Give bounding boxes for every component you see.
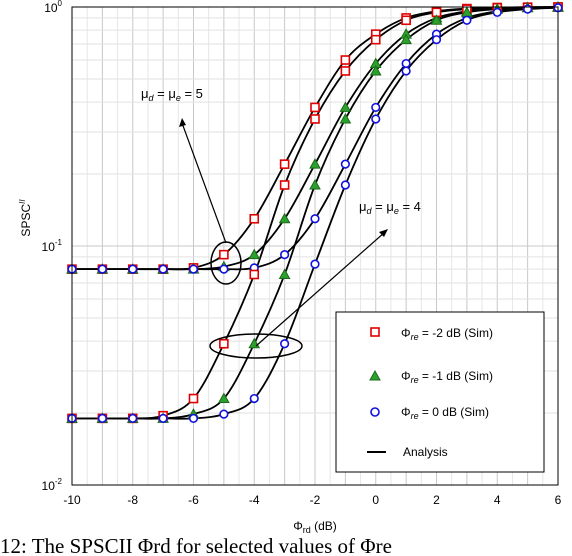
marker-square [370, 34, 381, 45]
marker-circle [401, 66, 411, 76]
arrow-line-mu-5 [181, 122, 227, 244]
y-tick-label: 100 [44, 0, 62, 15]
legend-label-analysis: Analysis [403, 445, 448, 459]
spsc-chart: -10 -8 -6 -4 -2 0 2 4 6 100 10-1 10-2 Φrd (dB) SPSC… [18, 0, 564, 535]
marker-circle [280, 339, 290, 349]
y-tick-label: 10-2 [42, 477, 63, 493]
marker-square [401, 15, 411, 26]
y-tick-label: 10-1 [42, 238, 63, 254]
marker-circle [340, 159, 350, 169]
marker-square [249, 213, 260, 224]
x-tick-label: -2 [310, 493, 321, 507]
marker-triangle [400, 33, 412, 45]
marker-triangle [430, 14, 443, 25]
axis-ticks: -10 -8 -6 -4 -2 0 2 4 6 100 10-1 10-2 [42, 0, 562, 507]
analysis-curve [72, 6, 559, 420]
marker-circle [340, 180, 350, 190]
x-tick-label: 0 [372, 493, 379, 507]
marker-triangle [339, 101, 352, 112]
legend-label-0: Φre = 0 dB (Sim) [401, 405, 489, 421]
arrow-head-mu-4 [379, 229, 388, 237]
marker-circle [249, 393, 259, 404]
legend-square-icon [370, 327, 380, 337]
legend-label-2: Φre = -2 dB (Sim) [401, 326, 493, 342]
marker-triangle [309, 158, 321, 169]
x-tick-label: 2 [433, 493, 440, 507]
marker-square [340, 66, 351, 76]
marker-triangle [248, 248, 261, 260]
legend: Φre = -2 dB (Sim) Φre = -1 dB (Sim) Φre … [335, 311, 545, 473]
marker-square [249, 269, 260, 280]
marker-triangle [278, 212, 291, 224]
marker-circle [310, 214, 320, 224]
marker-triangle [309, 178, 321, 190]
marker-triangle [278, 268, 291, 279]
legend-label-1: Φre = -1 dB (Sim) [401, 369, 493, 385]
marker-square [310, 102, 320, 113]
annotations: μd = μe = 5 μd = μe = 4 [141, 86, 421, 359]
x-tick-label: 4 [494, 493, 501, 507]
arrow-head-mu-5 [179, 118, 186, 127]
x-tick-label: 6 [555, 493, 562, 507]
marker-square [310, 114, 320, 124]
simulation-markers [66, 0, 564, 424]
marker-circle [188, 413, 199, 423]
ellipse-mu-4 [209, 333, 303, 359]
marker-circle [128, 264, 138, 274]
x-tick-label: -8 [127, 493, 138, 507]
marker-circle [280, 250, 290, 260]
marker-circle [128, 413, 138, 423]
marker-square [279, 159, 290, 169]
legend-triangle-icon [369, 369, 381, 381]
marker-triangle [369, 64, 382, 76]
marker-circle [97, 413, 107, 423]
legend-circle-icon [370, 407, 380, 417]
marker-circle [492, 7, 502, 17]
figure-caption: 12: The SPSCII Φrd for selected values o… [0, 536, 392, 556]
marker-circle [188, 264, 199, 274]
marker-square [219, 249, 229, 260]
marker-circle [158, 264, 168, 274]
marker-circle [158, 413, 168, 423]
plot-frame [71, 6, 559, 486]
annotation-mu-5: μd = μe = 5 [141, 86, 203, 103]
x-tick-label: -10 [63, 493, 81, 507]
marker-circle [371, 102, 381, 113]
marker-circle [401, 58, 411, 69]
marker-circle [219, 409, 229, 419]
x-tick-label: -4 [249, 493, 260, 507]
marker-triangle [218, 392, 230, 404]
marker-circle [462, 15, 472, 25]
x-tick-label: -6 [188, 493, 199, 507]
marker-circle [371, 114, 381, 124]
marker-square [219, 338, 229, 349]
legend-box [335, 311, 545, 473]
marker-triangle [339, 112, 352, 124]
marker-circle [310, 259, 320, 269]
marker-circle [431, 35, 442, 45]
marker-square [279, 180, 290, 190]
marker-circle [219, 264, 229, 274]
marker-square [188, 393, 199, 404]
arrow-line-mu-4 [255, 231, 386, 347]
x-axis-label: Φrd (dB) [293, 519, 337, 535]
annotation-mu-4: μd = μe = 4 [359, 199, 421, 216]
marker-circle [523, 4, 533, 14]
marker-square [340, 55, 351, 65]
y-axis-label: SPSCII [18, 199, 33, 237]
marker-circle [97, 264, 107, 274]
